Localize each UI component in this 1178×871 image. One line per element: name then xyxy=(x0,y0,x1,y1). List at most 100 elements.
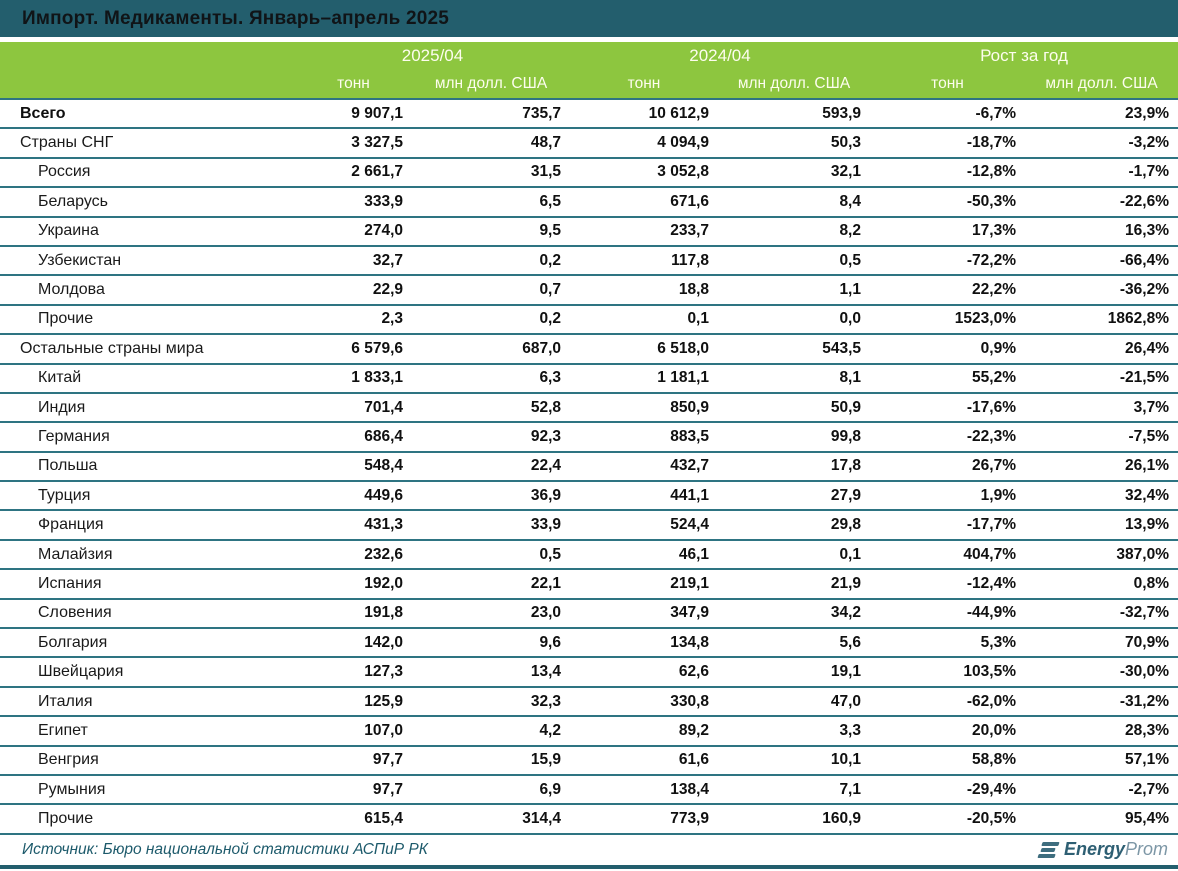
tons-2024-cell: 671,6 xyxy=(670,192,709,210)
usd-2024-cell: 3,3 xyxy=(839,721,861,739)
usd-growth-cell: -3,2% xyxy=(1128,134,1170,152)
subheader-tons-growth: тонн xyxy=(931,75,964,92)
header-group-growth: Рост за год xyxy=(980,46,1068,65)
table-row: Россия 2 661,7 31,5 3 052,8 32,1 -12,8% … xyxy=(0,158,1178,189)
country-name-cell: Молдова xyxy=(38,281,105,299)
header-group-2025: 2025/04 xyxy=(401,46,464,65)
country-name-cell: Румыния xyxy=(38,780,106,798)
energyprom-logo: EnergyProm xyxy=(1037,839,1168,860)
tons-2025-cell: 191,8 xyxy=(364,604,403,622)
tons-growth-cell: 20,0% xyxy=(972,721,1016,739)
usd-2025-cell: 22,4 xyxy=(530,457,561,475)
usd-2025-cell: 23,0 xyxy=(530,604,561,622)
table-row: Молдова 22,9 0,7 18,8 1,1 22,2% -36,2% xyxy=(0,276,1178,306)
tons-2025-cell: 701,4 xyxy=(364,398,403,416)
subheader-tons-2025: тонн xyxy=(337,75,370,92)
usd-2025-cell: 735,7 xyxy=(522,104,561,122)
usd-2025-cell: 687,0 xyxy=(522,339,561,357)
usd-2024-cell: 0,5 xyxy=(839,251,861,269)
usd-growth-cell: 23,9% xyxy=(1125,104,1169,122)
tons-2024-cell: 524,4 xyxy=(670,516,709,534)
usd-2024-cell: 0,1 xyxy=(839,545,861,563)
tons-2024-cell: 138,4 xyxy=(670,780,709,798)
tons-2024-cell: 850,9 xyxy=(670,398,709,416)
country-name-cell: Венгрия xyxy=(38,751,99,769)
country-name-cell: Италия xyxy=(38,692,93,710)
tons-2024-cell: 10 612,9 xyxy=(648,104,709,122)
tons-2024-cell: 3 052,8 xyxy=(657,163,709,181)
page-title: Импорт. Медикаменты. Январь–апрель 2025 xyxy=(22,7,450,29)
tons-growth-cell: -17,6% xyxy=(966,398,1016,416)
usd-2025-cell: 48,7 xyxy=(530,134,561,152)
usd-2024-cell: 50,9 xyxy=(830,398,861,416)
usd-2024-cell: 7,1 xyxy=(839,780,861,798)
table-row: Прочие 615,4 314,4 773,9 160,9 -20,5% 95… xyxy=(0,805,1178,835)
tons-2025-cell: 1 833,1 xyxy=(351,369,403,387)
usd-2025-cell: 4,2 xyxy=(539,721,561,739)
subheader-tons-2024: тонн xyxy=(627,75,661,92)
tons-2025-cell: 107,0 xyxy=(364,721,403,739)
usd-growth-cell: 26,4% xyxy=(1125,339,1169,357)
tons-2024-cell: 61,6 xyxy=(678,751,709,769)
tons-2024-cell: 1 181,1 xyxy=(657,369,709,387)
tons-2024-cell: 233,7 xyxy=(670,222,709,240)
usd-2025-cell: 9,6 xyxy=(539,633,561,651)
tons-2024-cell: 432,7 xyxy=(670,457,709,475)
tons-growth-cell: 55,2% xyxy=(972,369,1016,387)
tons-2025-cell: 32,7 xyxy=(372,251,403,269)
usd-2024-cell: 1,1 xyxy=(839,281,861,299)
footer: Источник: Бюро национальной статистики А… xyxy=(0,835,1178,865)
usd-2025-cell: 32,3 xyxy=(530,692,561,710)
tons-2024-cell: 441,1 xyxy=(670,486,709,504)
tons-2025-cell: 22,9 xyxy=(372,281,403,299)
tons-growth-cell: 0,9% xyxy=(980,339,1016,357)
source-note: Источник: Бюро национальной статистики А… xyxy=(22,840,428,858)
usd-2025-cell: 22,1 xyxy=(530,574,561,592)
usd-growth-cell: 26,1% xyxy=(1125,457,1169,475)
usd-growth-cell: 57,1% xyxy=(1125,751,1169,769)
usd-2024-cell: 5,6 xyxy=(839,633,861,651)
table-row: Прочие 2,3 0,2 0,1 0,0 1523,0% 1862,8% xyxy=(0,305,1178,336)
usd-growth-cell: -66,4% xyxy=(1119,251,1169,269)
subheader-usd-growth: млн долл. США xyxy=(1045,75,1158,92)
usd-growth-cell: 0,8% xyxy=(1133,574,1169,592)
table-row: Франция 431,3 33,9 524,4 29,8 -17,7% 13,… xyxy=(0,511,1178,541)
table-row: Венгрия 97,7 15,9 61,6 10,1 58,8% 57,1% xyxy=(0,746,1178,776)
usd-growth-cell: 387,0% xyxy=(1116,545,1169,563)
usd-growth-cell: 70,9% xyxy=(1125,633,1169,651)
tons-2024-cell: 219,1 xyxy=(670,574,709,592)
tons-growth-cell: 58,8% xyxy=(972,751,1016,769)
tons-growth-cell: 1523,0% xyxy=(954,310,1016,328)
table-row: Словения 191,8 23,0 347,9 34,2 -44,9% -3… xyxy=(0,599,1178,630)
country-name-cell: Польша xyxy=(38,457,98,475)
tons-2025-cell: 192,0 xyxy=(364,574,403,592)
usd-growth-cell: 16,3% xyxy=(1125,222,1169,240)
country-name-cell: Малайзия xyxy=(38,545,113,563)
tons-2025-cell: 142,0 xyxy=(364,633,403,651)
usd-growth-cell: -31,2% xyxy=(1119,692,1169,710)
header-group-2024: 2024/04 xyxy=(689,46,751,65)
usd-2025-cell: 36,9 xyxy=(530,486,561,504)
tons-2024-cell: 117,8 xyxy=(671,251,709,269)
table-row: Турция 449,6 36,9 441,1 27,9 1,9% 32,4% xyxy=(0,482,1178,512)
tons-2024-cell: 134,8 xyxy=(670,633,709,651)
tons-2025-cell: 274,0 xyxy=(364,222,403,240)
usd-2024-cell: 10,1 xyxy=(830,751,861,769)
table-row: Румыния 97,7 6,9 138,4 7,1 -29,4% -2,7% xyxy=(0,775,1178,806)
tons-2025-cell: 125,9 xyxy=(364,692,403,710)
table-row: Германия 686,4 92,3 883,5 99,8 -22,3% -7… xyxy=(0,423,1178,453)
tons-2025-cell: 548,4 xyxy=(364,457,403,475)
usd-2024-cell: 593,9 xyxy=(822,104,861,122)
energyprom-bars-icon xyxy=(1037,841,1060,858)
usd-2025-cell: 6,9 xyxy=(539,780,561,798)
bottom-border xyxy=(0,864,1178,869)
table-row: Узбекистан 32,7 0,2 117,8 0,5 -72,2% -66… xyxy=(0,246,1178,277)
usd-growth-cell: 13,9% xyxy=(1125,516,1169,534)
tons-2025-cell: 97,7 xyxy=(372,751,403,769)
usd-growth-cell: 1862,8% xyxy=(1107,310,1169,328)
usd-2024-cell: 32,1 xyxy=(830,163,861,181)
usd-2025-cell: 0,5 xyxy=(539,545,561,563)
usd-2024-cell: 99,8 xyxy=(830,427,861,445)
country-name-cell: Прочие xyxy=(38,310,94,328)
